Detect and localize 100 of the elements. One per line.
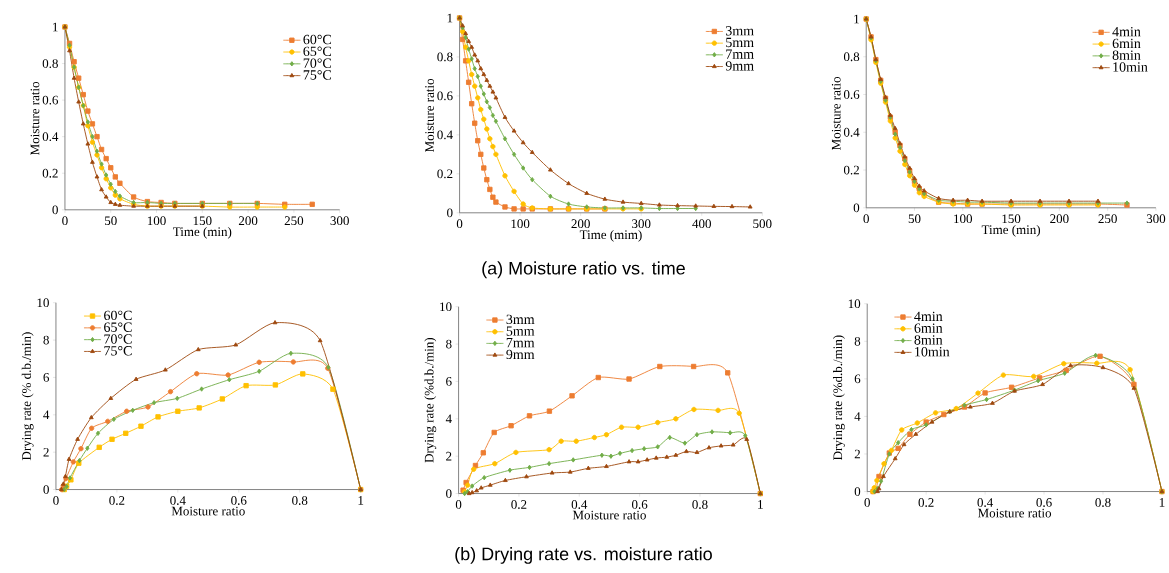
legend-label: 3mm [506, 314, 535, 324]
x-tick-label: 300 [1146, 214, 1166, 223]
x-axis-title: Time (min) [981, 224, 1041, 237]
legend-label: 10min [1113, 62, 1148, 72]
legend-label: 75°C [303, 69, 331, 80]
x-tick-label: 0.8 [692, 499, 708, 509]
y-tick-label: 0 [52, 205, 58, 214]
x-tick-label: 1 [358, 495, 364, 505]
y-axis-title: Moisture ratio [425, 78, 434, 152]
y-tick-label: 0 [446, 488, 452, 498]
y-tick-label: 10 [440, 302, 452, 311]
legend-label: 6min [914, 323, 943, 333]
legend-label: 7mm [506, 337, 535, 347]
y-tick-label: 6 [854, 374, 861, 383]
y-tick-label: 0.8 [42, 58, 58, 68]
legend-label: 4min [1112, 26, 1141, 36]
y-tick-label: 0.2 [42, 168, 58, 178]
x-tick-label: 0.2 [918, 497, 934, 507]
x-tick-label: 0.2 [109, 495, 125, 505]
x-tick-label: 50 [104, 216, 117, 225]
x-tick-label: 0.4 [170, 495, 186, 505]
x-tick-label: 500 [753, 219, 772, 228]
x-tick-label: 1 [758, 499, 763, 509]
legend-label: 65°C [303, 46, 331, 56]
y-tick-label: 0.4 [843, 127, 860, 137]
x-tick-label: 100 [954, 214, 973, 223]
x-axis-title: Time (min) [173, 226, 232, 239]
y-tick-label: 0.4 [42, 132, 59, 141]
y-tick-label: 0.6 [437, 91, 453, 101]
legend-label: 65°C [104, 322, 132, 332]
legend-label: 75°C [104, 345, 132, 356]
x-tick-label: 0.2 [511, 499, 527, 509]
y-tick-label: 1 [447, 13, 453, 23]
x-tick-label: 100 [147, 216, 166, 225]
text: (b) Drying rate vs. moisture ratio [455, 546, 712, 564]
x-tick-label: 200 [571, 219, 590, 228]
legend-label: 8min [1112, 50, 1141, 60]
legend-label: 60°C [303, 34, 331, 45]
y-axis-title: Drying rate (%d.b./min) [833, 335, 845, 460]
y-tick-label: 2 [446, 451, 452, 461]
y-axis-title: Moisture ratio [831, 76, 841, 150]
y-tick-label: 8 [446, 339, 452, 349]
legend-label: 10min [915, 346, 950, 357]
y-tick-label: 4 [445, 414, 452, 423]
y-tick-label: 2 [43, 447, 49, 457]
x-axis-title: Moisture ratio [171, 506, 245, 516]
y-tick-label: 0 [447, 208, 453, 217]
legend-label: 70°C [104, 334, 132, 344]
x-tick-label: 50 [908, 214, 921, 223]
x-tick-label: 250 [284, 216, 304, 225]
y-tick-label: 8 [854, 336, 861, 346]
x-tick-label: 1 [1159, 497, 1165, 507]
y-tick-label: 0.2 [437, 169, 453, 179]
y-tick-label: 0.8 [437, 52, 453, 62]
x-tick-label: 300 [330, 216, 349, 225]
legend-label: 7mm [726, 49, 754, 59]
y-tick-label: 1 [854, 14, 859, 24]
x-tick-label: 0.4 [571, 499, 588, 509]
x-tick-label: 150 [1002, 214, 1021, 223]
y-tick-label: 6 [446, 376, 452, 386]
legend-label: 8min [914, 334, 943, 345]
x-tick-label: 150 [193, 216, 212, 225]
y-tick-label: 0.6 [843, 89, 860, 99]
y-tick-label: 6 [43, 372, 50, 382]
x-axis-title: Moisture ratio [572, 510, 646, 520]
text: (a) Moisture ratio vs. time [482, 261, 685, 278]
legend-label: 60°C [104, 310, 132, 320]
legend-label: 5mm [726, 37, 754, 47]
y-tick-label: 10 [848, 299, 861, 308]
legend-label: 6min [1112, 38, 1141, 48]
x-axis-title: Time (mim) [579, 229, 642, 242]
x-tick-label: 0 [62, 216, 68, 225]
y-tick-label: 0.8 [843, 52, 860, 61]
x-tick-label: 0 [864, 497, 870, 507]
y-axis-title: Moisture ratio [30, 81, 40, 155]
x-tick-label: 0.8 [1095, 497, 1111, 507]
legend-label: 9mm [725, 60, 754, 71]
y-tick-label: 2 [854, 449, 860, 459]
x-tick-label: 250 [1098, 214, 1117, 223]
x-tick-label: 0.6 [231, 495, 247, 505]
y-tick-label: 1 [53, 22, 58, 32]
y-axis-title: Drying rate (%d.b./min) [424, 337, 437, 463]
legend-label: 4min [914, 311, 943, 321]
x-tick-label: 0.4 [977, 497, 994, 507]
y-tick-label: 0.6 [42, 95, 59, 105]
y-tick-label: 10 [37, 298, 49, 307]
x-tick-label: 0.8 [292, 495, 308, 505]
legend-label: 3mm [726, 25, 754, 36]
x-tick-label: 0.6 [632, 499, 648, 509]
y-tick-label: 8 [43, 335, 49, 345]
x-tick-label: 0 [455, 499, 462, 509]
x-tick-label: 0 [863, 214, 869, 223]
y-tick-label: 0 [43, 484, 49, 494]
x-tick-label: 300 [632, 219, 651, 228]
y-tick-label: 0.2 [843, 165, 859, 175]
y-tick-label: 4 [43, 410, 50, 419]
y-tick-label: 0.4 [437, 130, 453, 140]
legend-label: 70°C [303, 58, 331, 68]
x-tick-label: 200 [1050, 214, 1069, 223]
x-tick-label: 100 [511, 219, 530, 228]
